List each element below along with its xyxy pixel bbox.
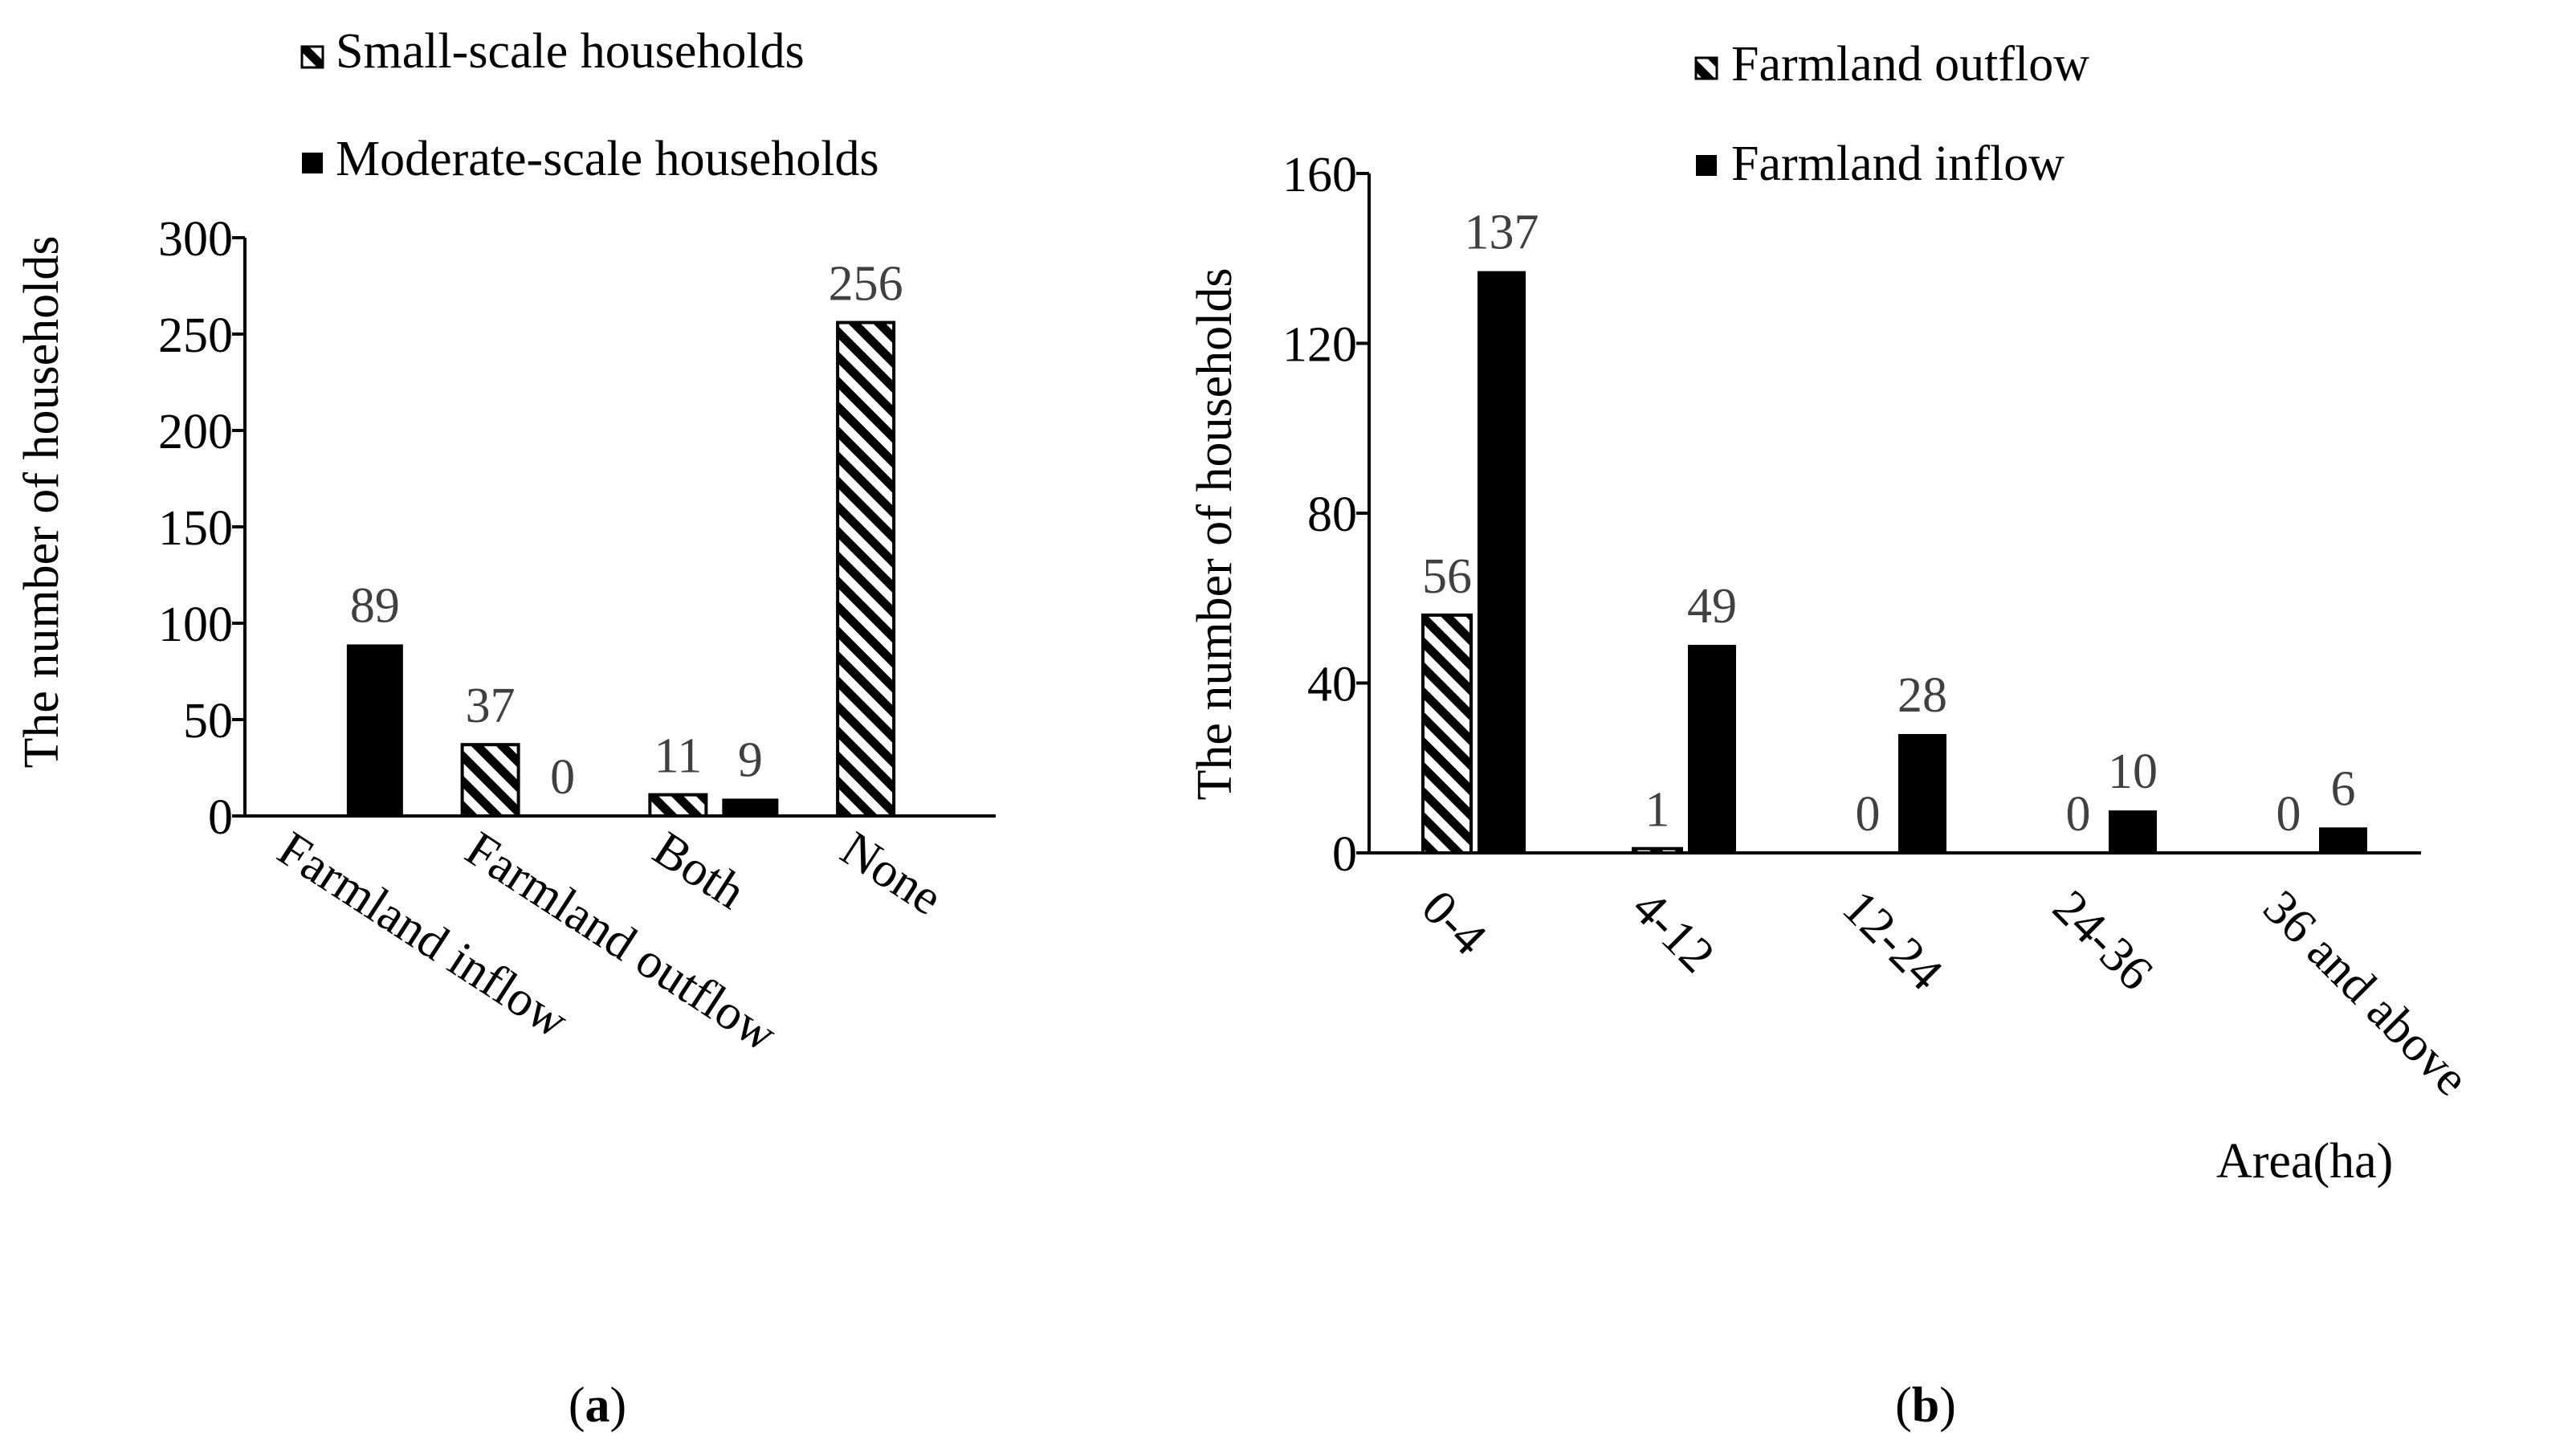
panel-a: Small-scale households Moderate-scale ho… bbox=[14, 24, 996, 1433]
bar-a-s1-2 bbox=[722, 798, 779, 816]
legend-b-label-1: Farmland inflow bbox=[1731, 137, 2064, 191]
bar-b-s1-3 bbox=[2109, 810, 2157, 853]
bar-b-s1-1 bbox=[1688, 644, 1736, 853]
bar-a-s0-3 bbox=[836, 320, 896, 818]
y-tick-label-b-0: 0 bbox=[1332, 827, 1357, 882]
legend-b-swatch-0 bbox=[1694, 56, 1718, 80]
value-label-b-s0-4: 0 bbox=[2276, 787, 2301, 842]
bar-b-s1-0 bbox=[1478, 271, 1526, 853]
y-tick-label-b-3: 120 bbox=[1282, 318, 1357, 373]
legend-a-swatch-1 bbox=[302, 153, 323, 173]
x-axis-label-b: Area(ha) bbox=[2216, 1134, 2393, 1189]
category-label-b-2: 12-24 bbox=[1832, 880, 1953, 1001]
category-label-b-1: 4-12 bbox=[1622, 880, 1725, 983]
value-label-a-s1-1: 0 bbox=[550, 750, 575, 805]
value-label-a-s1-2: 9 bbox=[738, 732, 763, 787]
y-tick-label-b-1: 40 bbox=[1307, 658, 1357, 712]
bar-a-s0-1 bbox=[460, 743, 520, 818]
y-tick-label-a-6: 300 bbox=[158, 212, 233, 267]
value-label-b-s1-0: 137 bbox=[1465, 206, 1539, 260]
value-label-b-s0-2: 0 bbox=[1856, 787, 1881, 842]
caption-b: (b) bbox=[1895, 1378, 1956, 1433]
bar-b-s0-0 bbox=[1421, 613, 1473, 855]
bar-a-s0-2 bbox=[648, 793, 708, 818]
caption-b-letter: b bbox=[1912, 1378, 1939, 1433]
value-label-b-s1-3: 10 bbox=[2108, 744, 2158, 799]
value-label-a-s0-1: 37 bbox=[466, 679, 516, 733]
value-label-b-s1-4: 6 bbox=[2331, 761, 2356, 816]
value-label-a-s0-3: 256 bbox=[829, 257, 903, 312]
bar-b-s1-4 bbox=[2319, 827, 2367, 853]
y-tick-label-a-0: 0 bbox=[208, 790, 233, 845]
value-label-a-s0-2: 11 bbox=[654, 729, 703, 784]
bar-b-s1-2 bbox=[1898, 733, 1946, 853]
y-tick-label-a-1: 50 bbox=[183, 694, 233, 748]
value-label-a-s1-0: 89 bbox=[350, 578, 400, 633]
value-label-b-s0-0: 56 bbox=[1422, 549, 1472, 604]
caption-a-letter: a bbox=[585, 1378, 610, 1433]
panel-b: Farmland outflow Farmland inflow The num… bbox=[1188, 37, 2479, 1433]
y-tick-label-a-5: 250 bbox=[158, 308, 233, 363]
legend-b-swatch-1 bbox=[1696, 155, 1717, 176]
category-label-a-1: Farmland outflow bbox=[456, 822, 786, 1063]
bar-a-s1-0 bbox=[346, 644, 403, 816]
y-tick-label-a-4: 200 bbox=[158, 405, 233, 459]
legend-a-swatch-0 bbox=[300, 45, 324, 69]
legend-a-label-1: Moderate-scale households bbox=[336, 132, 879, 186]
category-label-a-3: None bbox=[831, 822, 952, 926]
y-tick-label-b-4: 160 bbox=[1282, 148, 1357, 202]
category-label-b-0: 0-4 bbox=[1412, 880, 1498, 966]
value-label-b-s0-1: 1 bbox=[1645, 783, 1670, 838]
legend-a-label-0: Small-scale households bbox=[336, 24, 805, 79]
y-tick-label-a-2: 100 bbox=[158, 598, 233, 652]
legend-b-label-0: Farmland outflow bbox=[1731, 37, 2089, 92]
value-label-b-s1-1: 49 bbox=[1687, 579, 1737, 634]
y-axis-label-b: The number of households bbox=[1188, 268, 1242, 801]
caption-a: (a) bbox=[569, 1378, 626, 1433]
value-label-b-s1-2: 28 bbox=[1897, 668, 1947, 723]
y-tick-label-b-2: 80 bbox=[1307, 487, 1357, 542]
category-label-b-4: 36 and above bbox=[2253, 880, 2480, 1107]
y-axis-label-a: The number of households bbox=[14, 236, 69, 769]
y-tick-label-a-3: 150 bbox=[158, 501, 233, 556]
category-label-b-3: 24-36 bbox=[2043, 880, 2163, 1001]
category-label-a-2: Both bbox=[644, 822, 755, 920]
value-label-b-s0-3: 0 bbox=[2066, 787, 2091, 842]
